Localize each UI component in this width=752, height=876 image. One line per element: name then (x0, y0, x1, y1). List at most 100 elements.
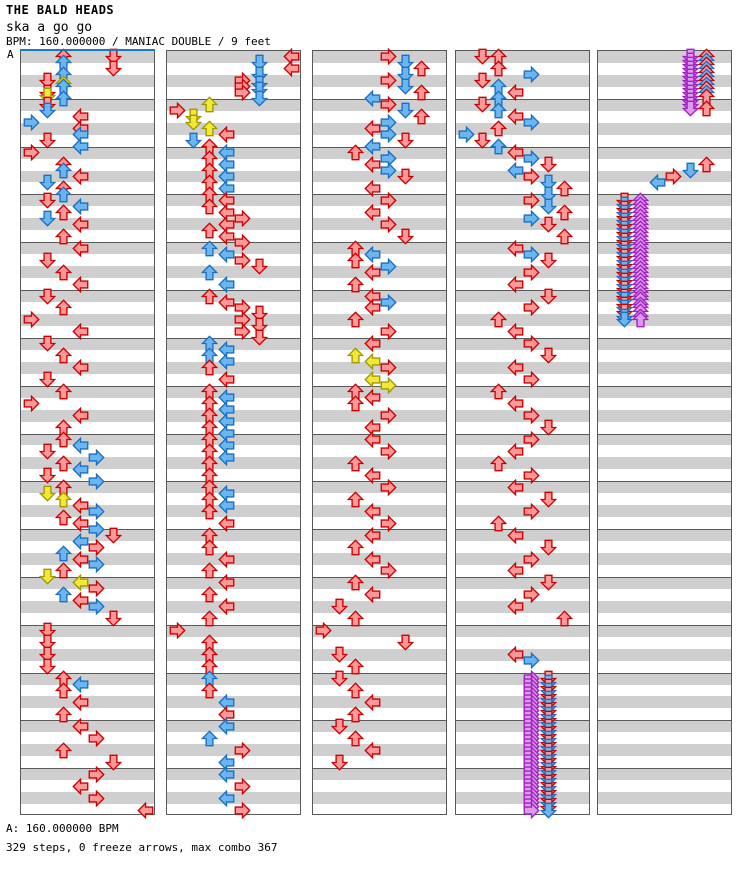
note-arrow (55, 742, 73, 759)
beat-band (456, 457, 589, 470)
note-arrow (412, 84, 430, 101)
beat-band (21, 481, 154, 494)
song-title: ska a go go (6, 20, 93, 35)
note-arrow (364, 138, 381, 156)
measure-line (598, 481, 731, 483)
note-arrow (507, 562, 524, 580)
beat-band (598, 541, 731, 553)
note-arrow (697, 100, 715, 117)
note-arrow (250, 317, 268, 335)
note-arrow (523, 466, 540, 484)
beat-band (456, 624, 589, 637)
measure-line (598, 337, 731, 339)
note-arrow (523, 550, 540, 568)
note-arrow (55, 491, 73, 508)
note-arrow (490, 60, 508, 77)
note-arrow (55, 383, 73, 400)
beat-band (456, 218, 589, 231)
beat-band (167, 624, 300, 637)
note-arrow (364, 502, 381, 520)
beat-band (313, 409, 446, 422)
note-arrow (331, 670, 349, 687)
note-arrow (39, 371, 57, 388)
note-arrow (347, 491, 365, 508)
note-arrow (218, 275, 235, 293)
beat-band (456, 51, 589, 63)
note-arrow (347, 455, 365, 472)
note-arrow (104, 610, 122, 627)
note-arrow (490, 455, 508, 472)
beat-band (21, 194, 154, 207)
measure-line (167, 768, 300, 770)
note-arrow (201, 287, 219, 305)
note-arrow (412, 60, 430, 77)
note-arrow (364, 693, 381, 711)
note-arrow (490, 383, 508, 400)
note-arrow (39, 634, 57, 651)
note-arrow (88, 502, 105, 520)
measure-line (21, 385, 154, 387)
note-arrow (396, 78, 414, 96)
note-arrow (234, 777, 251, 795)
note-arrow (72, 215, 89, 233)
beat-band (313, 194, 446, 207)
note-arrow (104, 527, 122, 544)
beat-band (21, 768, 154, 781)
measure-line (598, 146, 731, 148)
note-arrow (380, 191, 397, 209)
beat-band (598, 194, 731, 207)
measure-line (21, 624, 154, 626)
note-arrow (347, 574, 365, 591)
note-arrow (72, 693, 89, 711)
note-arrow (55, 186, 73, 203)
note-arrow (72, 407, 89, 425)
beat-band (598, 720, 731, 733)
chart-column-5 (597, 48, 732, 815)
beat-band (598, 493, 731, 505)
beat-band (598, 613, 731, 625)
beat-band (598, 517, 731, 529)
measure-line (21, 98, 154, 100)
beat-band (598, 122, 731, 135)
beat-band (313, 672, 446, 685)
beat-band (313, 313, 446, 326)
beat-band (313, 768, 446, 781)
beat-band (456, 433, 589, 446)
note-arrow (39, 443, 57, 460)
note-arrow (39, 568, 57, 586)
beat-band (21, 313, 154, 326)
beat-band (21, 433, 154, 446)
note-arrow (55, 162, 73, 179)
note-arrow (523, 801, 540, 819)
note-arrow (72, 168, 89, 185)
note-arrow (39, 192, 57, 209)
measure-line (21, 194, 154, 196)
note-arrow (347, 658, 365, 675)
beat-band (313, 218, 446, 231)
footer-bpm: A: 160.000000 BPM (6, 822, 119, 835)
note-arrow (88, 472, 105, 490)
note-arrow (185, 132, 203, 149)
note-arrow (347, 347, 365, 364)
measure-line (167, 672, 300, 674)
measure-line (456, 146, 589, 148)
measure-line (167, 242, 300, 244)
note-arrow (201, 538, 219, 556)
beat-band (598, 135, 731, 147)
beat-band (313, 51, 446, 63)
beat-band (313, 804, 446, 816)
measure-line (21, 720, 154, 722)
beat-band (313, 576, 446, 589)
beat-band (21, 672, 154, 685)
note-arrow (507, 359, 524, 377)
beat-band (598, 661, 731, 673)
note-arrow (507, 275, 524, 293)
note-arrow (201, 730, 219, 747)
beat-band (598, 361, 731, 374)
note-arrow (539, 288, 557, 305)
note-arrow (72, 275, 89, 293)
note-arrow (169, 102, 186, 120)
beat-band (598, 350, 731, 362)
note-arrow (523, 263, 540, 281)
beat-band (167, 529, 300, 542)
